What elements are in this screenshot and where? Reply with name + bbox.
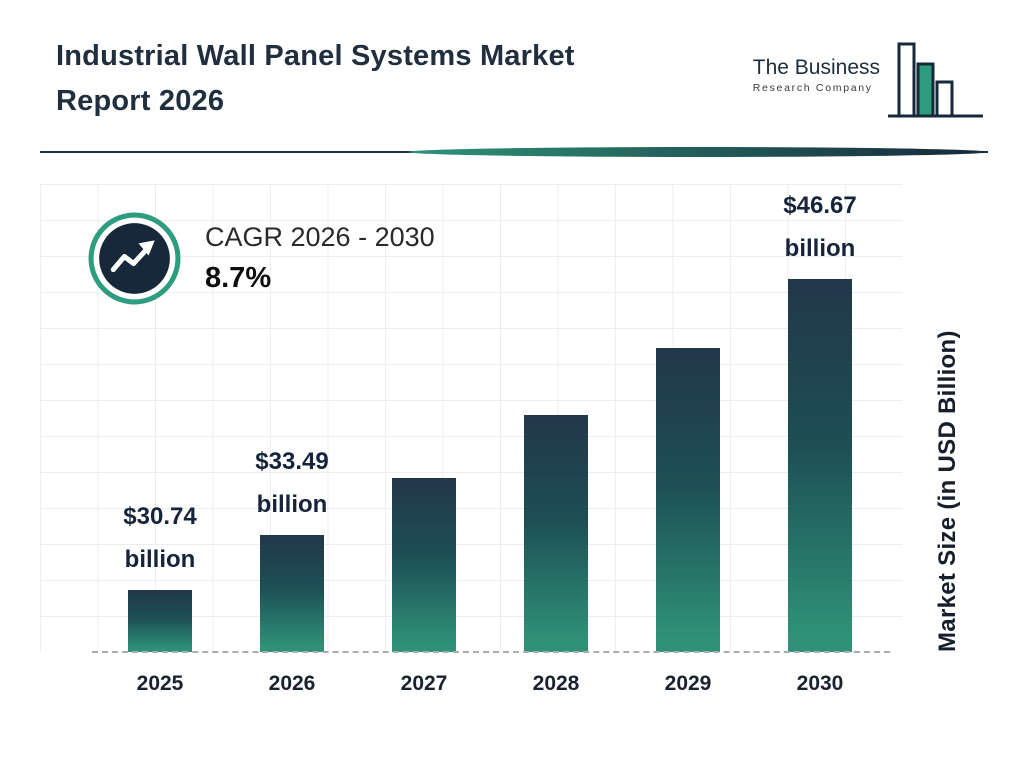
- cagr-value: 8.7%: [205, 262, 272, 294]
- trend-up-icon: [88, 212, 181, 305]
- cagr-text: CAGR 2026 - 2030 8.7%: [205, 222, 435, 295]
- x-axis-label-2027: 2027: [400, 672, 448, 695]
- bar-column-2025: $30.74 billion: [94, 184, 226, 652]
- bar-column-2028: [490, 184, 622, 652]
- logo-bar-chart-icon: [888, 42, 983, 118]
- bar-value-label-2026: $33.49 billion: [255, 440, 328, 526]
- bar-column-2030: $46.67 billion: [754, 184, 886, 652]
- bar-column-2029: [622, 184, 754, 652]
- bar-column-2027: [358, 184, 490, 652]
- bar-value-unit: billion: [124, 546, 196, 574]
- bar-column-2026: $33.49 billion: [226, 184, 358, 652]
- bar-value-unit: billion: [256, 491, 328, 519]
- bar-2025: [128, 590, 192, 652]
- logo-text-secondary: Research Company: [752, 82, 873, 94]
- title-line-1: Industrial Wall Panel Systems Market: [56, 40, 575, 72]
- bar-value-amount: $30.74: [123, 502, 197, 530]
- company-logo: The Business Research Company: [753, 40, 986, 126]
- cagr-callout: CAGR 2026 - 2030 8.7%: [86, 210, 435, 307]
- bar-2026: [260, 535, 324, 652]
- header: Industrial Wall Panel Systems Market Repo…: [0, 0, 1024, 126]
- x-axis-labels: 2025 2026 2027 2028 2029 2030: [94, 672, 886, 696]
- x-axis-label-2028: 2028: [532, 672, 580, 695]
- divider-graphic: [40, 147, 988, 157]
- y-axis-label: Market Size (in USD Billion): [934, 330, 961, 652]
- bar-value-amount: $33.49: [255, 448, 329, 476]
- logo-text-primary: The Business: [752, 56, 880, 79]
- cagr-label: CAGR 2026 - 2030: [205, 222, 435, 252]
- bar-value-label-2030: $46.67 billion: [783, 184, 856, 270]
- divider: [40, 146, 988, 158]
- bar-2030: [788, 279, 852, 652]
- x-axis-label-2030: 2030: [796, 672, 844, 695]
- plot-area: CAGR 2026 - 2030 8.7% $30.74 billion $33.4…: [40, 184, 902, 653]
- title-line-2: Report 2026: [56, 84, 225, 117]
- page-title: Industrial Wall Panel Systems Market Repo…: [56, 34, 575, 124]
- x-axis-label-2026: 2026: [268, 672, 316, 695]
- bar-value-label-2025: $30.74 billion: [123, 495, 196, 581]
- x-axis-label-2025: 2025: [136, 672, 184, 695]
- bars-group: $30.74 billion $33.49 billion $46.67 billion: [94, 184, 886, 652]
- x-axis-label-2029: 2029: [664, 672, 712, 695]
- bar-2028: [524, 415, 588, 652]
- bar-2027: [392, 478, 456, 652]
- bar-chart: CAGR 2026 - 2030 8.7% $30.74 billion $33.4…: [0, 172, 1024, 747]
- bar-value-unit: billion: [784, 235, 856, 263]
- bar-value-amount: $46.67: [783, 192, 857, 219]
- logo-text: The Business Research Company: [753, 56, 880, 94]
- x-axis-baseline: [92, 651, 890, 653]
- bar-2029: [656, 347, 720, 652]
